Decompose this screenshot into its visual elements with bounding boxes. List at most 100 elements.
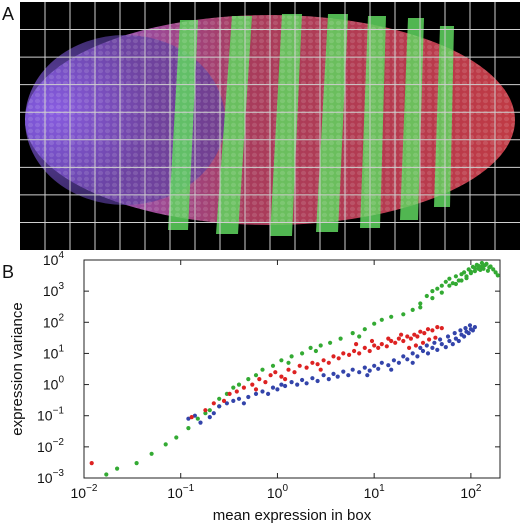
data-point-series-2 bbox=[326, 377, 331, 382]
data-point-series-3 bbox=[273, 370, 278, 375]
data-point-series-2 bbox=[341, 369, 346, 374]
data-point-series-1 bbox=[313, 348, 318, 354]
data-point-series-3 bbox=[401, 338, 406, 344]
data-point-series-2 bbox=[418, 345, 423, 350]
data-point-series-1 bbox=[260, 367, 265, 372]
data-point-series-2 bbox=[463, 326, 468, 331]
data-point-series-1 bbox=[186, 426, 191, 431]
data-point-series-2 bbox=[443, 345, 448, 350]
data-point-series-2 bbox=[372, 363, 377, 368]
data-point-series-3 bbox=[318, 367, 323, 372]
data-point-series-1 bbox=[464, 276, 469, 281]
data-point-series-1 bbox=[279, 358, 284, 363]
data-point-series-3 bbox=[221, 398, 227, 403]
y-tick-label: 10−2 bbox=[37, 437, 64, 455]
data-point-series-3 bbox=[354, 342, 359, 347]
data-point-series-3 bbox=[331, 354, 336, 359]
data-point-series-1 bbox=[459, 278, 464, 283]
data-point-series-3 bbox=[430, 328, 435, 333]
data-point-series-3 bbox=[203, 408, 208, 413]
data-point-series-2 bbox=[447, 338, 452, 344]
data-point-series-3 bbox=[376, 345, 381, 350]
data-point-series-2 bbox=[367, 368, 372, 373]
data-point-series-2 bbox=[415, 354, 420, 359]
data-point-series-1 bbox=[447, 283, 452, 288]
data-point-series-2 bbox=[300, 377, 305, 383]
data-point-series-1 bbox=[350, 331, 355, 336]
data-point-series-2 bbox=[246, 394, 251, 400]
data-point-series-3 bbox=[297, 363, 302, 368]
data-point-series-1 bbox=[149, 451, 154, 456]
data-point-series-3 bbox=[393, 340, 398, 345]
data-point-series-1 bbox=[485, 268, 490, 273]
x-axis-label: mean expression in box bbox=[213, 507, 372, 524]
data-point-series-1 bbox=[104, 472, 109, 477]
x-tick-label: 102 bbox=[460, 483, 482, 501]
data-point-series-2 bbox=[424, 343, 429, 348]
data-point-series-1 bbox=[253, 373, 259, 378]
data-point-series-1 bbox=[468, 271, 473, 276]
data-point-series-1 bbox=[289, 354, 294, 359]
data-point-series-3 bbox=[283, 377, 288, 382]
data-point-series-3 bbox=[372, 343, 377, 348]
panel-a-label: A bbox=[2, 4, 15, 24]
data-point-series-3 bbox=[433, 335, 438, 340]
data-point-series-3 bbox=[279, 374, 284, 379]
data-point-series-3 bbox=[357, 351, 362, 356]
y-tick-label: 101 bbox=[43, 343, 65, 361]
data-point-series-2 bbox=[321, 373, 326, 378]
data-point-series-2 bbox=[275, 387, 280, 392]
data-point-series-3 bbox=[250, 382, 255, 387]
data-point-series-2 bbox=[186, 416, 191, 421]
data-point-series-3 bbox=[321, 358, 326, 363]
data-point-series-1 bbox=[488, 264, 493, 269]
data-point-series-2 bbox=[211, 411, 216, 416]
data-point-series-3 bbox=[253, 387, 259, 392]
data-point-series-3 bbox=[413, 343, 418, 348]
data-point-series-1 bbox=[439, 283, 444, 288]
data-point-series-3 bbox=[435, 325, 440, 330]
data-point-series-3 bbox=[89, 461, 94, 466]
data-point-series-3 bbox=[257, 377, 262, 382]
data-point-series-2 bbox=[470, 328, 475, 333]
data-point-series-3 bbox=[315, 362, 320, 367]
data-point-series-2 bbox=[445, 334, 451, 339]
data-point-series-1 bbox=[493, 270, 498, 275]
data-point-series-1 bbox=[476, 263, 481, 268]
x-tick-label: 100 bbox=[267, 483, 289, 501]
data-point-series-1 bbox=[418, 305, 423, 310]
data-point-series-2 bbox=[386, 363, 391, 368]
data-point-series-3 bbox=[189, 415, 194, 420]
embryo-image bbox=[20, 2, 520, 250]
data-point-series-1 bbox=[231, 385, 236, 390]
data-point-series-1 bbox=[453, 274, 458, 279]
data-point-series-3 bbox=[336, 356, 341, 361]
data-point-series-1 bbox=[203, 411, 208, 416]
data-point-series-3 bbox=[379, 342, 384, 347]
data-point-series-1 bbox=[236, 382, 242, 387]
data-point-series-1 bbox=[430, 289, 435, 294]
data-point-series-2 bbox=[410, 351, 415, 356]
data-point-series-2 bbox=[462, 334, 467, 339]
data-point-series-2 bbox=[452, 331, 457, 336]
data-point-series-3 bbox=[415, 334, 420, 339]
x-tick-label: 101 bbox=[364, 483, 386, 501]
data-point-series-2 bbox=[266, 391, 271, 396]
data-point-series-1 bbox=[435, 286, 440, 291]
scatter-plot: 10−2 10−1 100 101 102 10−3 10−2 10−1 100 101 102 10… bbox=[9, 250, 501, 524]
data-point-series-1 bbox=[338, 336, 343, 341]
data-point-series-2 bbox=[279, 382, 284, 387]
data-point-series-2 bbox=[236, 396, 242, 401]
data-point-series-2 bbox=[389, 367, 394, 372]
data-point-series-1 bbox=[174, 435, 179, 440]
data-point-series-1 bbox=[163, 442, 168, 447]
data-point-series-3 bbox=[412, 332, 417, 337]
data-point-series-2 bbox=[346, 373, 351, 378]
data-point-series-1 bbox=[484, 261, 489, 266]
data-point-series-3 bbox=[352, 348, 357, 354]
data-point-series-2 bbox=[295, 382, 300, 387]
data-point-series-2 bbox=[283, 383, 288, 389]
data-point-series-2 bbox=[192, 413, 197, 418]
y-tick-label: 102 bbox=[43, 312, 65, 330]
data-point-series-3 bbox=[268, 373, 273, 378]
